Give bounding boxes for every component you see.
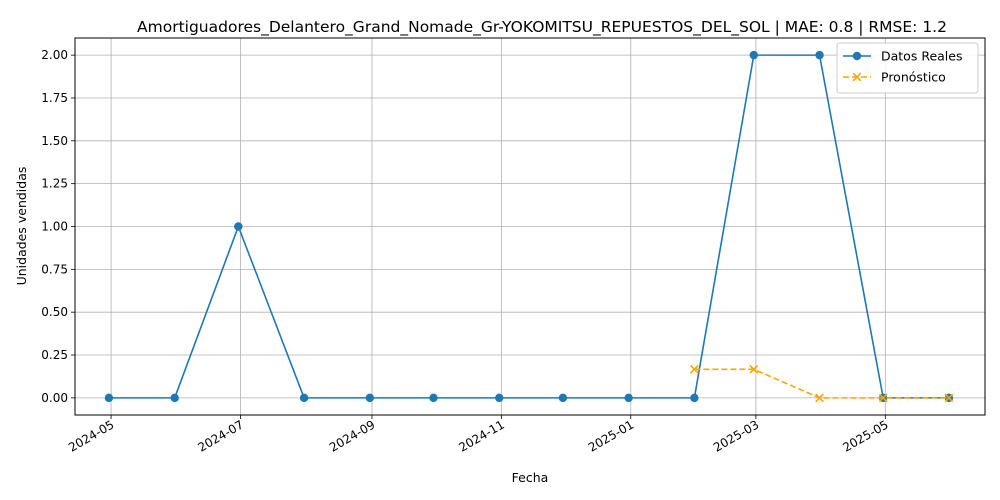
y-tick-label: 0.50 <box>41 305 68 319</box>
x-tick-label: 2025-05 <box>840 417 890 454</box>
data-point-datos-reales <box>690 393 699 403</box>
data-point-datos-reales <box>558 393 568 403</box>
legend-label: Datos Reales <box>881 49 962 64</box>
legend-box <box>836 42 979 94</box>
data-point-pronostico <box>690 364 699 374</box>
y-tick-label: 1.25 <box>41 177 68 191</box>
x-tick-label: 2025-03 <box>711 417 761 454</box>
x-tick-label: 2024-11 <box>456 417 506 454</box>
series-datos-reales <box>104 50 954 403</box>
x-tick-label: 2024-07 <box>196 417 246 454</box>
series-line-datos-reales <box>108 54 949 399</box>
x-axis-label: Fecha <box>512 470 549 485</box>
y-tick-label: 2.00 <box>41 48 68 62</box>
data-point-pronostico <box>815 393 824 403</box>
data-point-pronostico <box>749 364 759 374</box>
data-point-datos-reales <box>624 393 633 403</box>
x-axis-ticks: 2024-05 2024-07 2024-09 2024-11 2025-01 2025-… <box>66 415 891 455</box>
series-pronostico <box>690 364 954 403</box>
legend: Datos Reales Pronóstico <box>836 42 979 94</box>
legend-label: Pronóstico <box>881 70 946 85</box>
y-axis-label: Unidades vendidas <box>14 167 29 286</box>
y-tick-label: 0.00 <box>41 391 68 405</box>
y-tick-label: 1.50 <box>41 134 68 148</box>
data-point-pronostico <box>878 393 888 403</box>
y-tick-label: 1.00 <box>41 220 68 234</box>
x-tick-label: 2025-01 <box>586 417 636 454</box>
data-point-datos-reales <box>299 393 309 403</box>
legend-item-pronostico: Pronóstico <box>843 70 946 85</box>
series-line-pronostico <box>694 368 949 399</box>
series-layer <box>104 50 954 403</box>
data-point-pronostico <box>944 393 954 403</box>
y-tick-label: 1.75 <box>41 91 68 105</box>
data-point-datos-reales <box>429 393 438 403</box>
data-point-datos-reales <box>365 393 375 403</box>
legend-item-datos-reales: Datos Reales <box>843 49 962 64</box>
legend-marker <box>852 72 862 82</box>
data-point-datos-reales <box>104 393 114 403</box>
y-axis-ticks: 0.00 0.25 0.50 0.75 1.00 1.25 1.50 1.75 2.00 <box>41 48 75 405</box>
legend-marker <box>852 51 862 61</box>
y-tick-label: 0.25 <box>41 348 68 362</box>
data-point-datos-reales <box>234 222 243 231</box>
grid-lines <box>75 38 985 415</box>
x-tick-label: 2024-09 <box>327 417 377 454</box>
data-point-datos-reales <box>749 50 758 60</box>
data-point-datos-reales <box>170 393 179 403</box>
y-tick-label: 0.75 <box>41 262 68 276</box>
data-point-datos-reales <box>495 393 504 403</box>
x-tick-label: 2024-05 <box>66 417 116 454</box>
chart-title: Amortiguadores_Delantero_Grand_Nomade_Gr… <box>137 18 947 37</box>
data-point-datos-reales <box>815 50 824 60</box>
plot-frame <box>74 37 986 416</box>
